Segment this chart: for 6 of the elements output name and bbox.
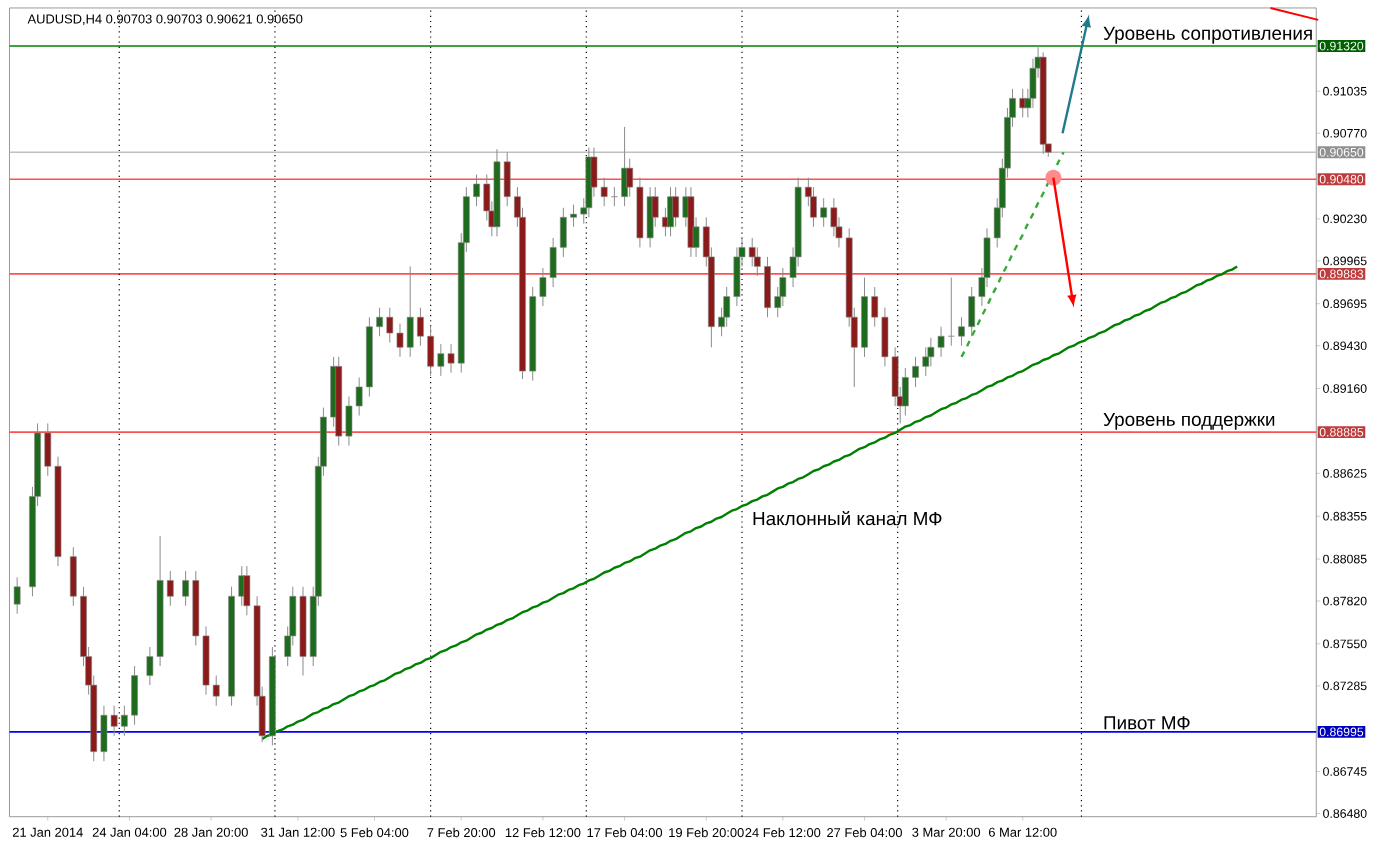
series-label: Наклонный канал МФ xyxy=(753,510,942,525)
line-series xyxy=(960,150,1065,358)
annotation: Уровень поддержки xyxy=(1103,412,1275,430)
annotation: Пивот МФ xyxy=(1104,715,1190,730)
annotation: Уровень сопротивления xyxy=(1103,26,1312,44)
candlestick xyxy=(672,186,679,228)
